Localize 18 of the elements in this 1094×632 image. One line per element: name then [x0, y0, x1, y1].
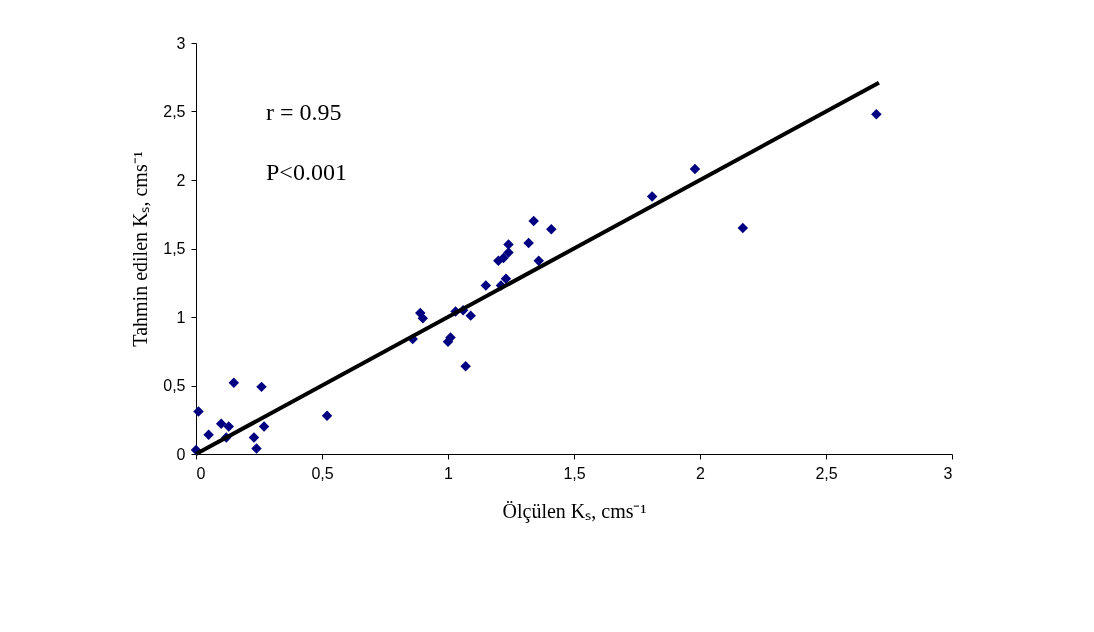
- y-tick-label: 0: [176, 445, 186, 463]
- x-tick-label: 0: [196, 464, 206, 482]
- x-tick-label: 2: [696, 464, 706, 482]
- x-tick-label: 0,5: [311, 464, 334, 482]
- x-tick-label: 2,5: [815, 464, 838, 482]
- annotation: r = 0.95: [266, 99, 342, 125]
- x-tick-label: 1,5: [563, 464, 586, 482]
- y-tick-label: 2: [176, 171, 186, 189]
- y-tick-label: 1,5: [163, 240, 186, 257]
- x-tick-label: 1: [444, 464, 454, 482]
- y-tick-label: 0,5: [163, 377, 186, 394]
- x-tick-label: 3: [943, 464, 953, 482]
- y-tick-label: 2,5: [163, 103, 186, 120]
- y-tick-label: 3: [176, 34, 186, 52]
- annotation: P<0.001: [266, 159, 347, 185]
- x-axis-title: Ölçülen Kₛ, cms⁻¹: [502, 499, 647, 523]
- y-axis-title: Tahmin edilen Kₛ, cms⁻¹: [129, 151, 152, 347]
- y-tick-label: 1: [176, 308, 186, 326]
